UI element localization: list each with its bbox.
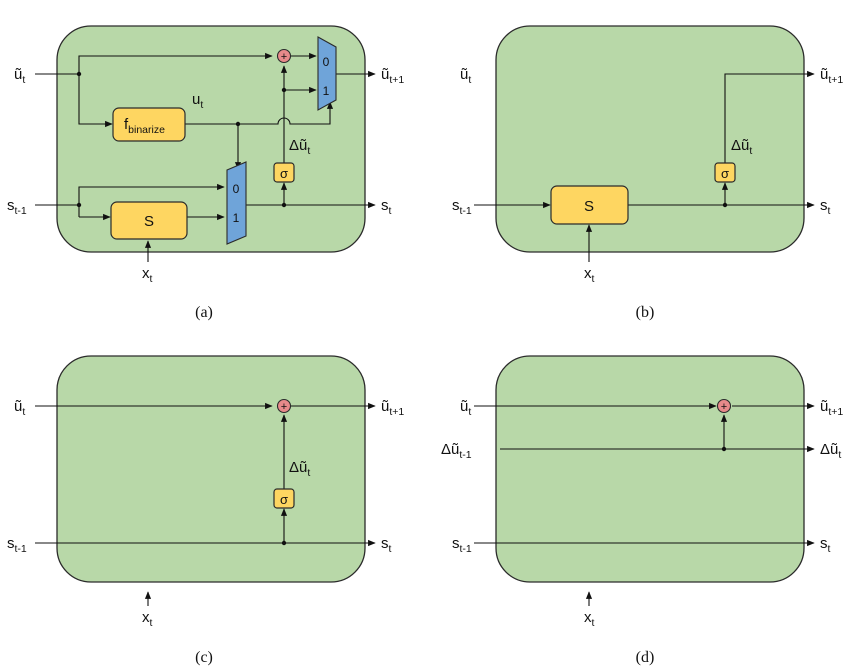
panel-c-output-u: ũt+1 — [381, 398, 404, 418]
panel-a-input-u: ũt — [14, 66, 25, 86]
panel-c-input-s: st-1 — [7, 535, 27, 555]
panel-b: S σ ũt ũt+1 st-1 st xt Δũt (b) — [452, 25, 843, 321]
panel-a-wire-u-to-adder — [78, 52, 273, 74]
panel-b-input-u: ũt — [460, 66, 471, 86]
panel-a-sigma-label: σ — [280, 166, 288, 181]
panel-b-wire-u-out — [724, 70, 815, 163]
panel-c-adder — [276, 398, 292, 414]
panel-a-output-s: st — [381, 197, 392, 217]
panel-d-adder — [716, 398, 732, 414]
panel-b-input-x: xt — [584, 265, 595, 285]
panel-a-cell-box — [56, 25, 366, 253]
panel-b-delta-label: Δũt — [731, 137, 752, 157]
panel-c-cell-box — [56, 355, 366, 583]
panel-a-mux-bottom-0: 0 — [233, 182, 240, 196]
panel-a-mux-top-1: 1 — [323, 84, 330, 98]
panel-c: σ + ũt ũt+1 st-1 st xt Δũt (c) — [7, 355, 404, 666]
panel-a: fbinarize S σ + 0 1 0 1 ũt ũt+1 st-1 st … — [7, 25, 404, 321]
panel-a-adder — [276, 48, 292, 64]
panel-c-sigma-box — [273, 488, 295, 509]
panel-a-ut-label: ut — [192, 91, 203, 111]
panel-a-fbinarize-label: fbinarize — [124, 116, 165, 136]
panel-d-output-delta: Δũt — [820, 441, 841, 461]
panel-a-mux-top — [317, 36, 337, 111]
panel-d-output-u: ũt+1 — [820, 398, 843, 418]
panel-a-caption: (a) — [195, 304, 213, 321]
panel-b-caption: (b) — [636, 304, 655, 321]
panel-b-input-s: st-1 — [452, 197, 472, 217]
panel-b-s-box-label: S — [584, 198, 594, 215]
panel-c-adder-plus: + — [281, 401, 287, 413]
panel-b-sigma-box — [714, 162, 736, 183]
panel-d-cell-box — [495, 355, 805, 583]
panel-d-input-s: st-1 — [452, 535, 472, 555]
panel-a-sigma-box — [273, 162, 295, 183]
panel-d-adder-plus: + — [721, 401, 727, 413]
panel-a-output-u: ũt+1 — [381, 66, 404, 86]
panel-b-output-s: st — [820, 197, 831, 217]
panel-c-output-s: st — [381, 535, 392, 555]
panel-a-mux-top-0: 0 — [323, 55, 330, 69]
panel-a-mux-bottom-1: 1 — [233, 211, 240, 225]
panel-d-caption: (d) — [636, 649, 655, 666]
panel-b-sigma-label: σ — [721, 166, 729, 181]
panel-a-wire-u-to-fbin — [78, 74, 113, 128]
panel-d-output-s: st — [820, 535, 831, 555]
panel-c-caption: (c) — [195, 649, 213, 666]
panel-a-wire-ut-to-mux-select — [238, 101, 334, 125]
panel-d-input-delta: Δũt-1 — [441, 441, 472, 461]
panel-a-fbinarize-box — [112, 107, 186, 142]
panel-d: + ũt ũt+1 Δũt-1 Δũt st-1 st xt (d) — [441, 355, 843, 666]
panel-c-delta-label: Δũt — [289, 459, 310, 479]
panel-b-cell-box — [495, 25, 805, 253]
panel-a-adder-plus: + — [281, 51, 287, 63]
panel-a-input-x: xt — [142, 265, 153, 285]
panel-d-input-x: xt — [584, 609, 595, 629]
panel-a-input-s: st-1 — [7, 197, 27, 217]
panel-c-input-u: ũt — [14, 398, 25, 418]
panel-d-input-u: ũt — [460, 398, 471, 418]
panel-a-mux-bottom — [226, 161, 247, 245]
panel-c-input-x: xt — [142, 609, 153, 629]
panel-b-output-u: ũt+1 — [820, 66, 843, 86]
panel-b-s-box — [550, 185, 629, 225]
panel-c-sigma-label: σ — [280, 492, 288, 507]
panel-a-delta-label: Δũt — [289, 137, 310, 157]
panel-a-wire-s-to-mux2 — [78, 183, 225, 205]
panel-a-s-box — [110, 201, 188, 240]
panel-a-s-box-label: S — [144, 213, 154, 230]
